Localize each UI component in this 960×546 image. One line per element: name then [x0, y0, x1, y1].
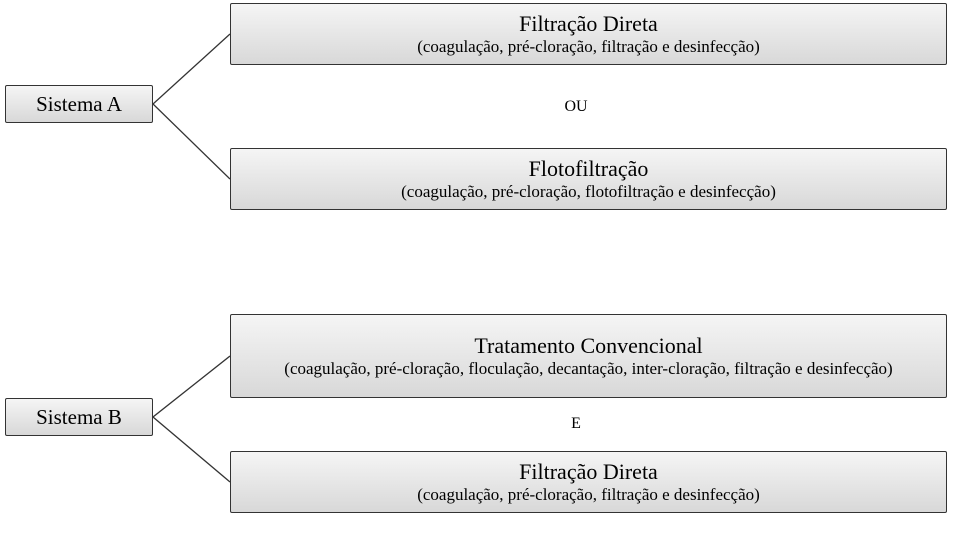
option-title: Filtração Direta	[519, 11, 658, 37]
option-sub: (coagulação, pré-cloração, filtração e d…	[417, 37, 760, 57]
option-filtracao-direta-b: Filtração Direta (coagulação, pré-cloraç…	[230, 451, 947, 513]
option-title: Filtração Direta	[519, 459, 658, 485]
sistema-b-box: Sistema B	[5, 398, 153, 436]
option-sub: (coagulação, pré-cloração, floculação, d…	[284, 359, 892, 379]
connector-b	[153, 314, 230, 513]
option-sub: (coagulação, pré-cloração, flotofiltraçã…	[401, 182, 776, 202]
option-sub: (coagulação, pré-cloração, filtração e d…	[417, 485, 760, 505]
sistema-a-box: Sistema A	[5, 85, 153, 123]
connector-a	[153, 3, 230, 210]
option-filtracao-direta-a: Filtração Direta (coagulação, pré-cloraç…	[230, 3, 947, 65]
option-title: Flotofiltração	[529, 156, 649, 182]
option-tratamento-convencional: Tratamento Convencional (coagulação, pré…	[230, 314, 947, 398]
conjunction-ou: OU	[536, 98, 616, 116]
sistema-a-label: Sistema A	[36, 92, 122, 117]
option-flotofiltracao: Flotofiltração (coagulação, pré-cloração…	[230, 148, 947, 210]
conjunction-e: E	[536, 415, 616, 433]
sistema-b-label: Sistema B	[36, 405, 122, 430]
option-title: Tratamento Convencional	[474, 333, 702, 359]
